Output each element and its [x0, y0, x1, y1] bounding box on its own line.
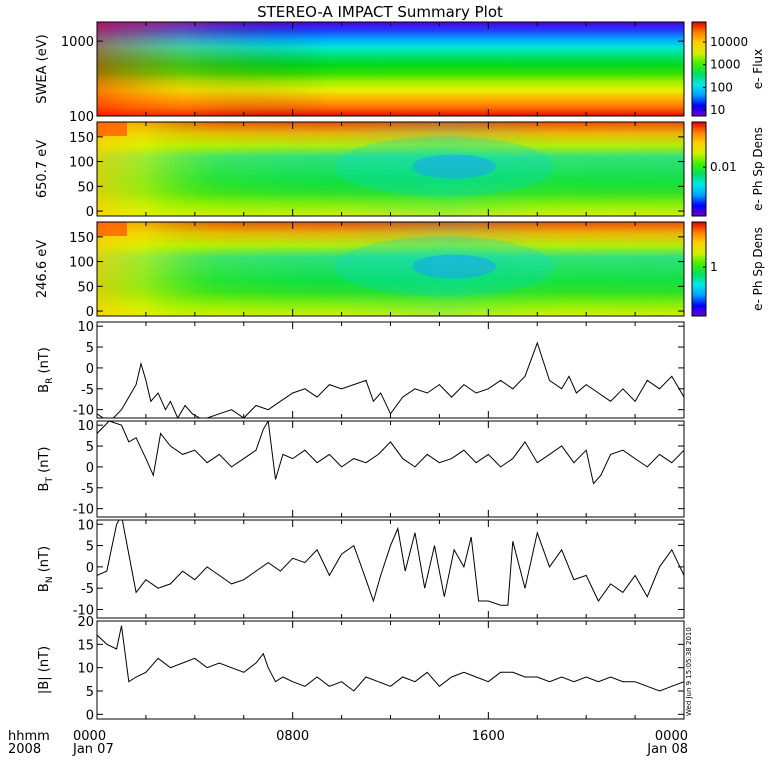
- pad-246-colorbar: [691, 221, 707, 317]
- swea-spectrogram-colorbar-tick-label: 10000: [710, 35, 748, 49]
- swea-spectrogram-ytick-label: 100: [69, 110, 94, 125]
- pad-246-halo: [334, 236, 555, 297]
- pad-650-halo: [334, 136, 555, 197]
- swea-spectrogram-panel: [96, 21, 685, 117]
- time-tick-label: 1600: [472, 729, 505, 744]
- br-frame: [96, 321, 685, 419]
- pad-246-ytick-label: 100: [69, 256, 94, 271]
- pad-650-ytick-label: 50: [77, 180, 94, 195]
- pad-246-colorbar-tick-label: 1: [710, 260, 718, 274]
- corner-label-2: 2008: [8, 742, 41, 757]
- bmag-frame: [96, 620, 685, 720]
- bmag-ytick-label: 20: [77, 615, 94, 630]
- pad-650-field-overlay: [97, 122, 684, 216]
- bn-frame: [96, 519, 685, 619]
- pad-650-ytick-label: 150: [69, 131, 94, 146]
- br-series-line: [97, 341, 684, 418]
- pad-246-ytick-label: 150: [69, 231, 94, 246]
- pad-650-colorbar: [691, 121, 707, 217]
- pad-246-low-flux-patch: [412, 254, 497, 279]
- br-ytick-label: 0: [86, 362, 94, 377]
- pad-246-panel: [96, 221, 685, 317]
- bn-ytick-label: -5: [81, 582, 94, 597]
- br-ylabel: BR (nT): [37, 347, 55, 393]
- bt-series-line: [97, 421, 684, 485]
- bmag-ylabel: |B| (nT): [37, 646, 52, 694]
- time-tick-sublabel: Jan 07: [72, 742, 114, 757]
- bn-ylabel: BN (nT): [37, 546, 55, 592]
- pad-246-ytick-label: 50: [77, 280, 94, 295]
- bt-ytick-label: 5: [86, 440, 94, 455]
- bt-panel: [96, 420, 685, 518]
- pad-650-colorbar-label: e- Ph Sp Dens: [751, 127, 765, 211]
- pad-650-ytick-label: 0: [86, 205, 94, 220]
- bmag-panel: [96, 620, 685, 720]
- bmag-ytick-label: 5: [86, 685, 94, 700]
- timestamp-stamp: Wed Jun 9 15:05:38 2010: [685, 627, 693, 716]
- chart-title: STEREO-A IMPACT Summary Plot: [257, 3, 503, 21]
- pad-650-ytick-label: 100: [69, 156, 94, 171]
- bn-panel: [96, 519, 685, 619]
- pad-246-ylabel: 246.6 eV: [35, 240, 50, 298]
- swea-spectrogram-colorbar: [691, 21, 707, 117]
- corner-label-1: hhmm: [8, 729, 50, 744]
- br-ytick-label: -10: [73, 404, 94, 419]
- panels: [96, 21, 685, 720]
- time-tick-label: 0000: [73, 729, 106, 744]
- bt-ylabel: BT (nT): [37, 447, 55, 492]
- pad-246-colorbar-label: e- Ph Sp Dens: [751, 227, 765, 311]
- br-ytick-label: 5: [86, 341, 94, 356]
- pad-650-panel: [96, 121, 685, 217]
- pad-650-ylabel: 650.7 eV: [35, 140, 50, 198]
- swea-spectrogram-field-overlay: [97, 22, 684, 116]
- bn-series-line: [97, 520, 684, 606]
- swea-spectrogram-colorbar-tick-label: 10: [710, 103, 725, 117]
- swea-spectrogram-ylabel: SWEA (eV): [35, 34, 50, 103]
- time-tick-label: 0800: [276, 729, 309, 744]
- pad-246-hot-edge: [97, 222, 127, 236]
- bmag-ytick-label: 0: [86, 708, 94, 723]
- time-tick-sublabel: Jan 08: [646, 742, 688, 757]
- bn-ytick-label: -10: [73, 603, 94, 618]
- bmag-ytick-label: 15: [77, 638, 94, 653]
- swea-spectrogram-colorbar-label: e- Flux: [751, 49, 765, 89]
- bt-ytick-label: 0: [86, 461, 94, 476]
- bn-ytick-label: 10: [77, 518, 94, 533]
- pad-246-ytick-label: 0: [86, 305, 94, 320]
- pad-246-field-overlay: [97, 222, 684, 316]
- br-ytick-label: 10: [77, 320, 94, 335]
- bt-ytick-label: -5: [81, 482, 94, 497]
- swea-spectrogram-ytick-label: 1000: [61, 35, 94, 50]
- bt-ytick-label: 10: [77, 419, 94, 434]
- pad-650-hot-edge: [97, 122, 127, 136]
- swea-spectrogram-colorbar-tick-label: 100: [710, 80, 733, 94]
- bt-frame: [96, 420, 685, 518]
- br-panel: [96, 321, 685, 419]
- bmag-series-line: [97, 625, 684, 692]
- pad-650-low-flux-patch: [412, 154, 497, 179]
- bn-ytick-label: 0: [86, 561, 94, 576]
- bt-ytick-label: -10: [73, 503, 94, 518]
- bn-ytick-label: 5: [86, 540, 94, 555]
- swea-spectrogram-colorbar-tick-label: 1000: [710, 58, 741, 72]
- br-ytick-label: -5: [81, 383, 94, 398]
- bmag-ytick-label: 10: [77, 662, 94, 677]
- time-tick-label: 0000: [655, 729, 688, 744]
- pad-650-colorbar-tick-label: 0.01: [710, 160, 737, 174]
